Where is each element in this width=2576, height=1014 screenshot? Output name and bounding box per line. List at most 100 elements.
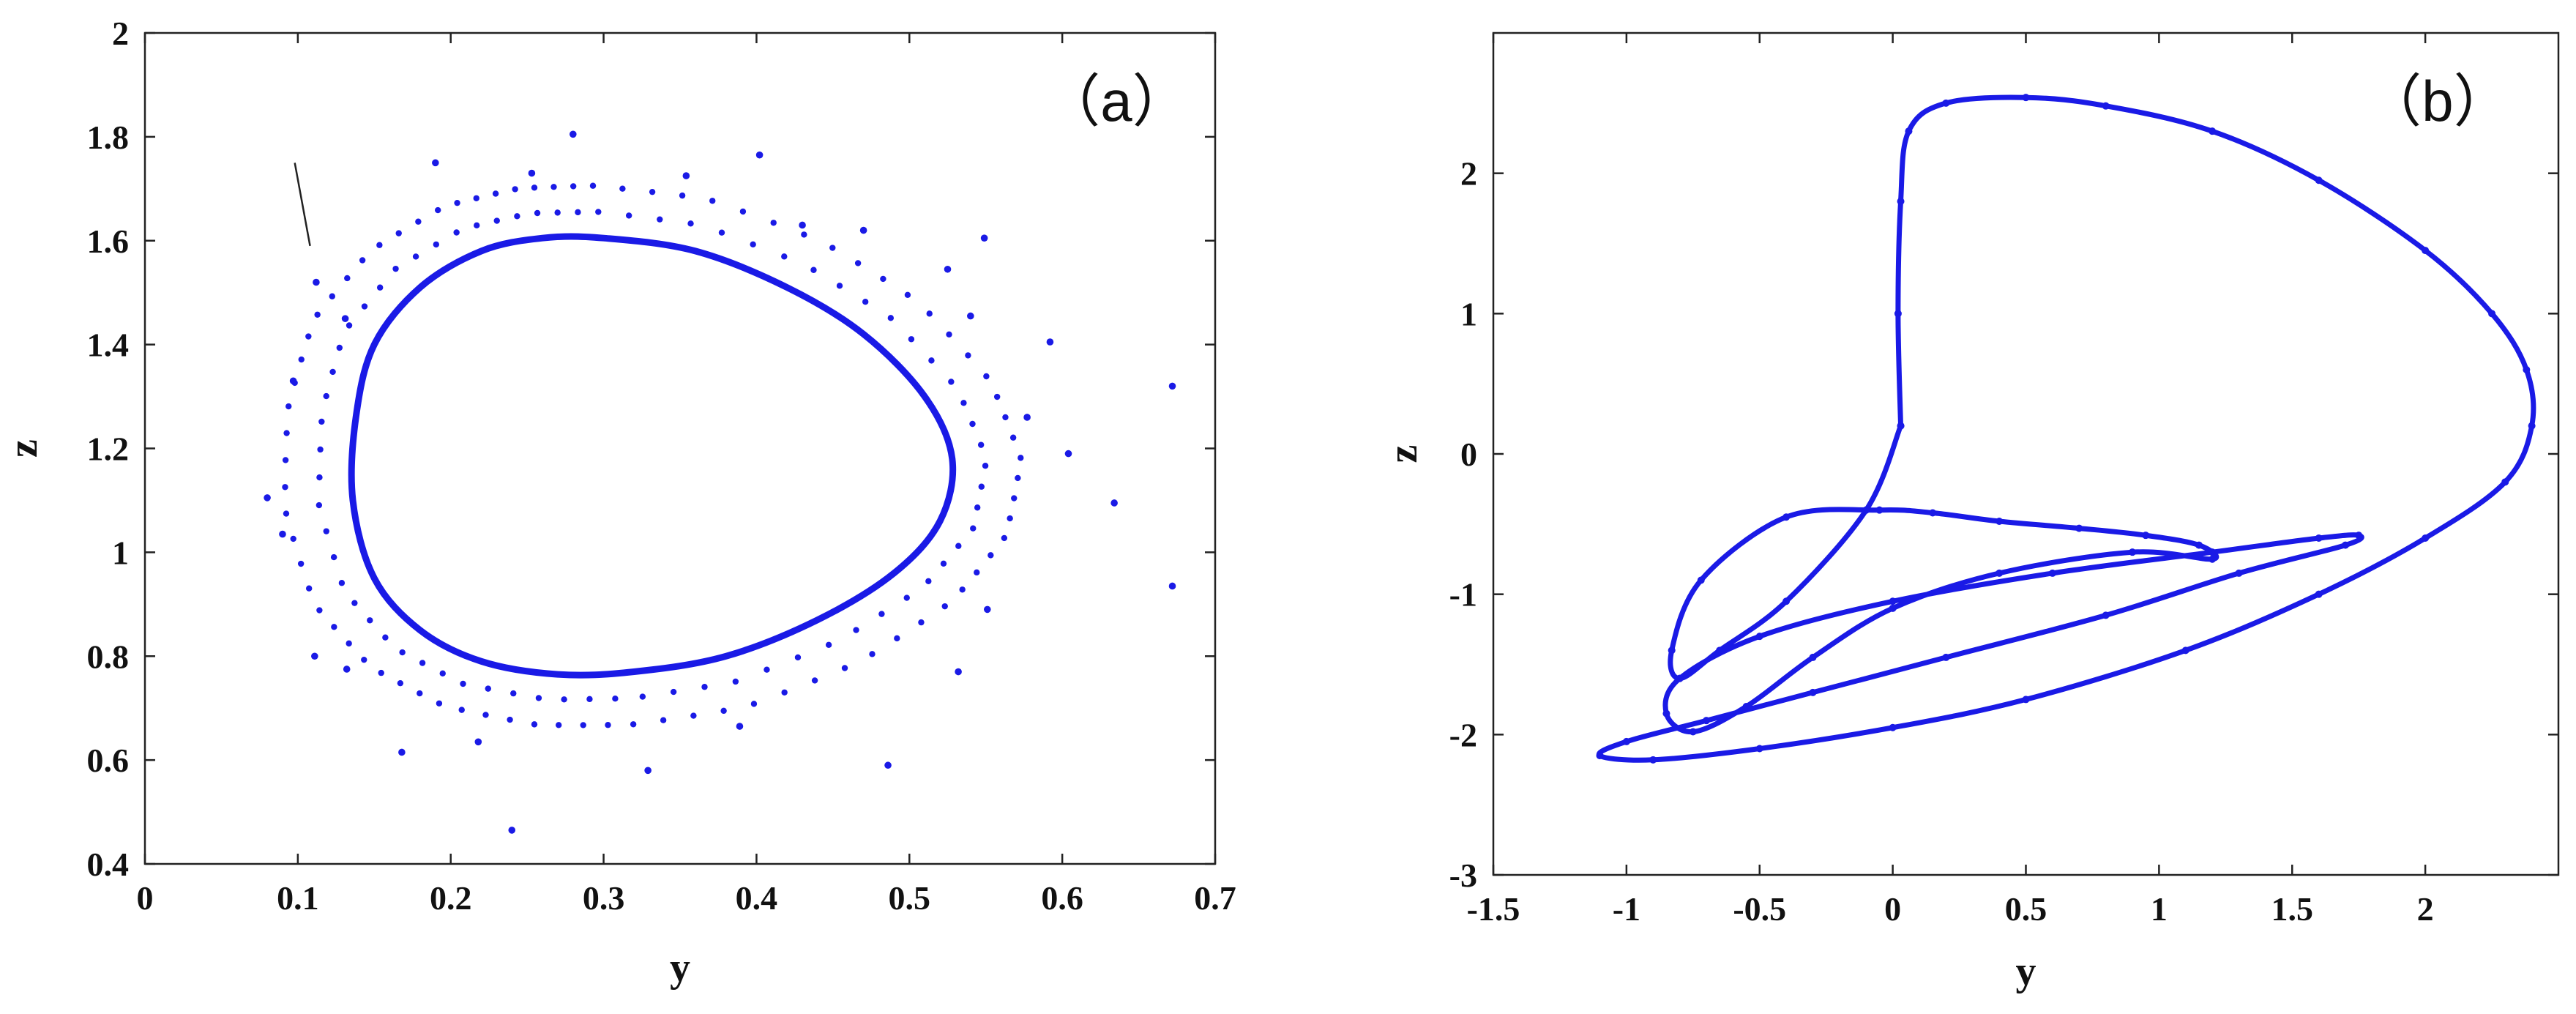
panel-label: （b） bbox=[2364, 69, 2510, 133]
scatter-point bbox=[718, 229, 725, 236]
scatter-point bbox=[570, 130, 577, 138]
scatter-point bbox=[361, 656, 367, 663]
scatter-point bbox=[980, 234, 988, 242]
x-tick-label: 0.2 bbox=[430, 879, 472, 917]
scatter-point bbox=[415, 218, 422, 225]
scatter-point bbox=[336, 344, 343, 351]
scatter-point bbox=[781, 689, 788, 696]
x-tick-label: 0.5 bbox=[889, 879, 931, 917]
scatter-point bbox=[550, 184, 557, 190]
scatter-point bbox=[649, 188, 656, 195]
scatter-point bbox=[983, 373, 990, 380]
scatter-point bbox=[810, 266, 817, 273]
y-tick-label: 0.4 bbox=[87, 846, 130, 883]
scatter-point bbox=[946, 331, 952, 338]
scatter-point bbox=[904, 291, 911, 298]
trajectory-point bbox=[1862, 506, 1870, 514]
scatter-point bbox=[878, 611, 885, 617]
scatter-point bbox=[432, 159, 439, 167]
scatter-point bbox=[794, 654, 802, 661]
panel-label: （a） bbox=[1043, 69, 1189, 133]
scatter-point bbox=[903, 594, 910, 601]
trajectory-point bbox=[1697, 576, 1705, 584]
trajectory-point bbox=[1662, 709, 1670, 717]
x-tick-label: -1 bbox=[1613, 890, 1640, 928]
scatter-point bbox=[940, 560, 947, 567]
scatter-point bbox=[378, 669, 384, 676]
scatter-point bbox=[670, 688, 677, 696]
scatter-point bbox=[781, 253, 788, 260]
scatter-point bbox=[825, 641, 832, 648]
scatter-point bbox=[395, 230, 402, 236]
scatter-point bbox=[482, 712, 489, 718]
trajectory-point bbox=[1929, 509, 1937, 517]
scatter-point bbox=[282, 457, 289, 463]
scatter-point bbox=[679, 192, 686, 199]
scatter-point bbox=[346, 640, 352, 647]
trajectory-point bbox=[1889, 604, 1897, 612]
scatter-point bbox=[528, 169, 536, 177]
scatter-point bbox=[687, 220, 694, 227]
scatter-point bbox=[305, 333, 312, 340]
scatter-point bbox=[436, 700, 443, 707]
x-tick-label: 0.5 bbox=[2005, 890, 2047, 928]
scatter-point bbox=[359, 257, 366, 264]
scatter-point bbox=[460, 680, 466, 687]
scatter-point bbox=[1011, 495, 1018, 502]
y-tick-label: -3 bbox=[1449, 857, 1477, 894]
scatter-point bbox=[439, 670, 446, 677]
y-tick-label: 1.2 bbox=[87, 430, 130, 468]
x-tick-label: 0.7 bbox=[1194, 879, 1236, 917]
scatter-point bbox=[657, 216, 663, 223]
scatter-point bbox=[1110, 499, 1118, 507]
trajectory-point bbox=[1742, 703, 1750, 710]
scatter-point bbox=[305, 585, 313, 592]
trajectory-curve bbox=[1596, 94, 2536, 763]
scatter-point bbox=[397, 679, 404, 687]
scatter-point bbox=[739, 208, 747, 215]
scatter-point bbox=[750, 701, 758, 707]
y-tick-label: 1 bbox=[1460, 295, 1477, 332]
trajectory-point bbox=[1996, 569, 2004, 577]
scatter-point bbox=[926, 310, 933, 317]
scatter-point bbox=[982, 462, 989, 469]
scatter-point bbox=[341, 315, 349, 322]
scatter-point bbox=[750, 241, 756, 247]
trajectory-point bbox=[2315, 534, 2323, 542]
scatter-point bbox=[639, 693, 646, 700]
scatter-point bbox=[908, 336, 915, 343]
scatter-point bbox=[554, 209, 561, 216]
scatter-point bbox=[836, 283, 843, 289]
scatter-point bbox=[841, 665, 848, 671]
trajectory-point bbox=[2488, 310, 2496, 318]
x-tick-label: 0.1 bbox=[277, 879, 319, 917]
scatter-point bbox=[454, 199, 460, 206]
trajectory-point bbox=[1996, 518, 2004, 525]
trajectory-point bbox=[2075, 524, 2083, 532]
scatter-point bbox=[531, 721, 538, 728]
plot-frame bbox=[1492, 31, 2560, 876]
x-tick-label: 0.4 bbox=[736, 879, 778, 917]
y-axis-label: z bbox=[1381, 445, 1426, 463]
scatter-point bbox=[317, 446, 324, 453]
scatter-point bbox=[323, 528, 329, 534]
scatter-point bbox=[316, 502, 323, 509]
scatter-point bbox=[329, 368, 336, 376]
scatter-point bbox=[605, 722, 611, 728]
scatter-point bbox=[398, 748, 406, 756]
scatter-point bbox=[376, 284, 384, 291]
trajectory-point bbox=[1622, 737, 1630, 745]
trajectory-point bbox=[2048, 569, 2056, 577]
scatter-point bbox=[1018, 455, 1024, 461]
scatter-point bbox=[969, 420, 976, 428]
scatter-point bbox=[970, 525, 977, 532]
scatter-point bbox=[453, 229, 460, 236]
trajectory-point bbox=[1782, 513, 1791, 521]
scatter-point bbox=[311, 652, 318, 660]
scatter-point bbox=[290, 535, 296, 543]
trajectory-point bbox=[1942, 653, 1950, 661]
y-tick-label: -2 bbox=[1449, 716, 1477, 753]
scatter-point bbox=[285, 403, 292, 410]
scatter-point bbox=[433, 241, 440, 248]
